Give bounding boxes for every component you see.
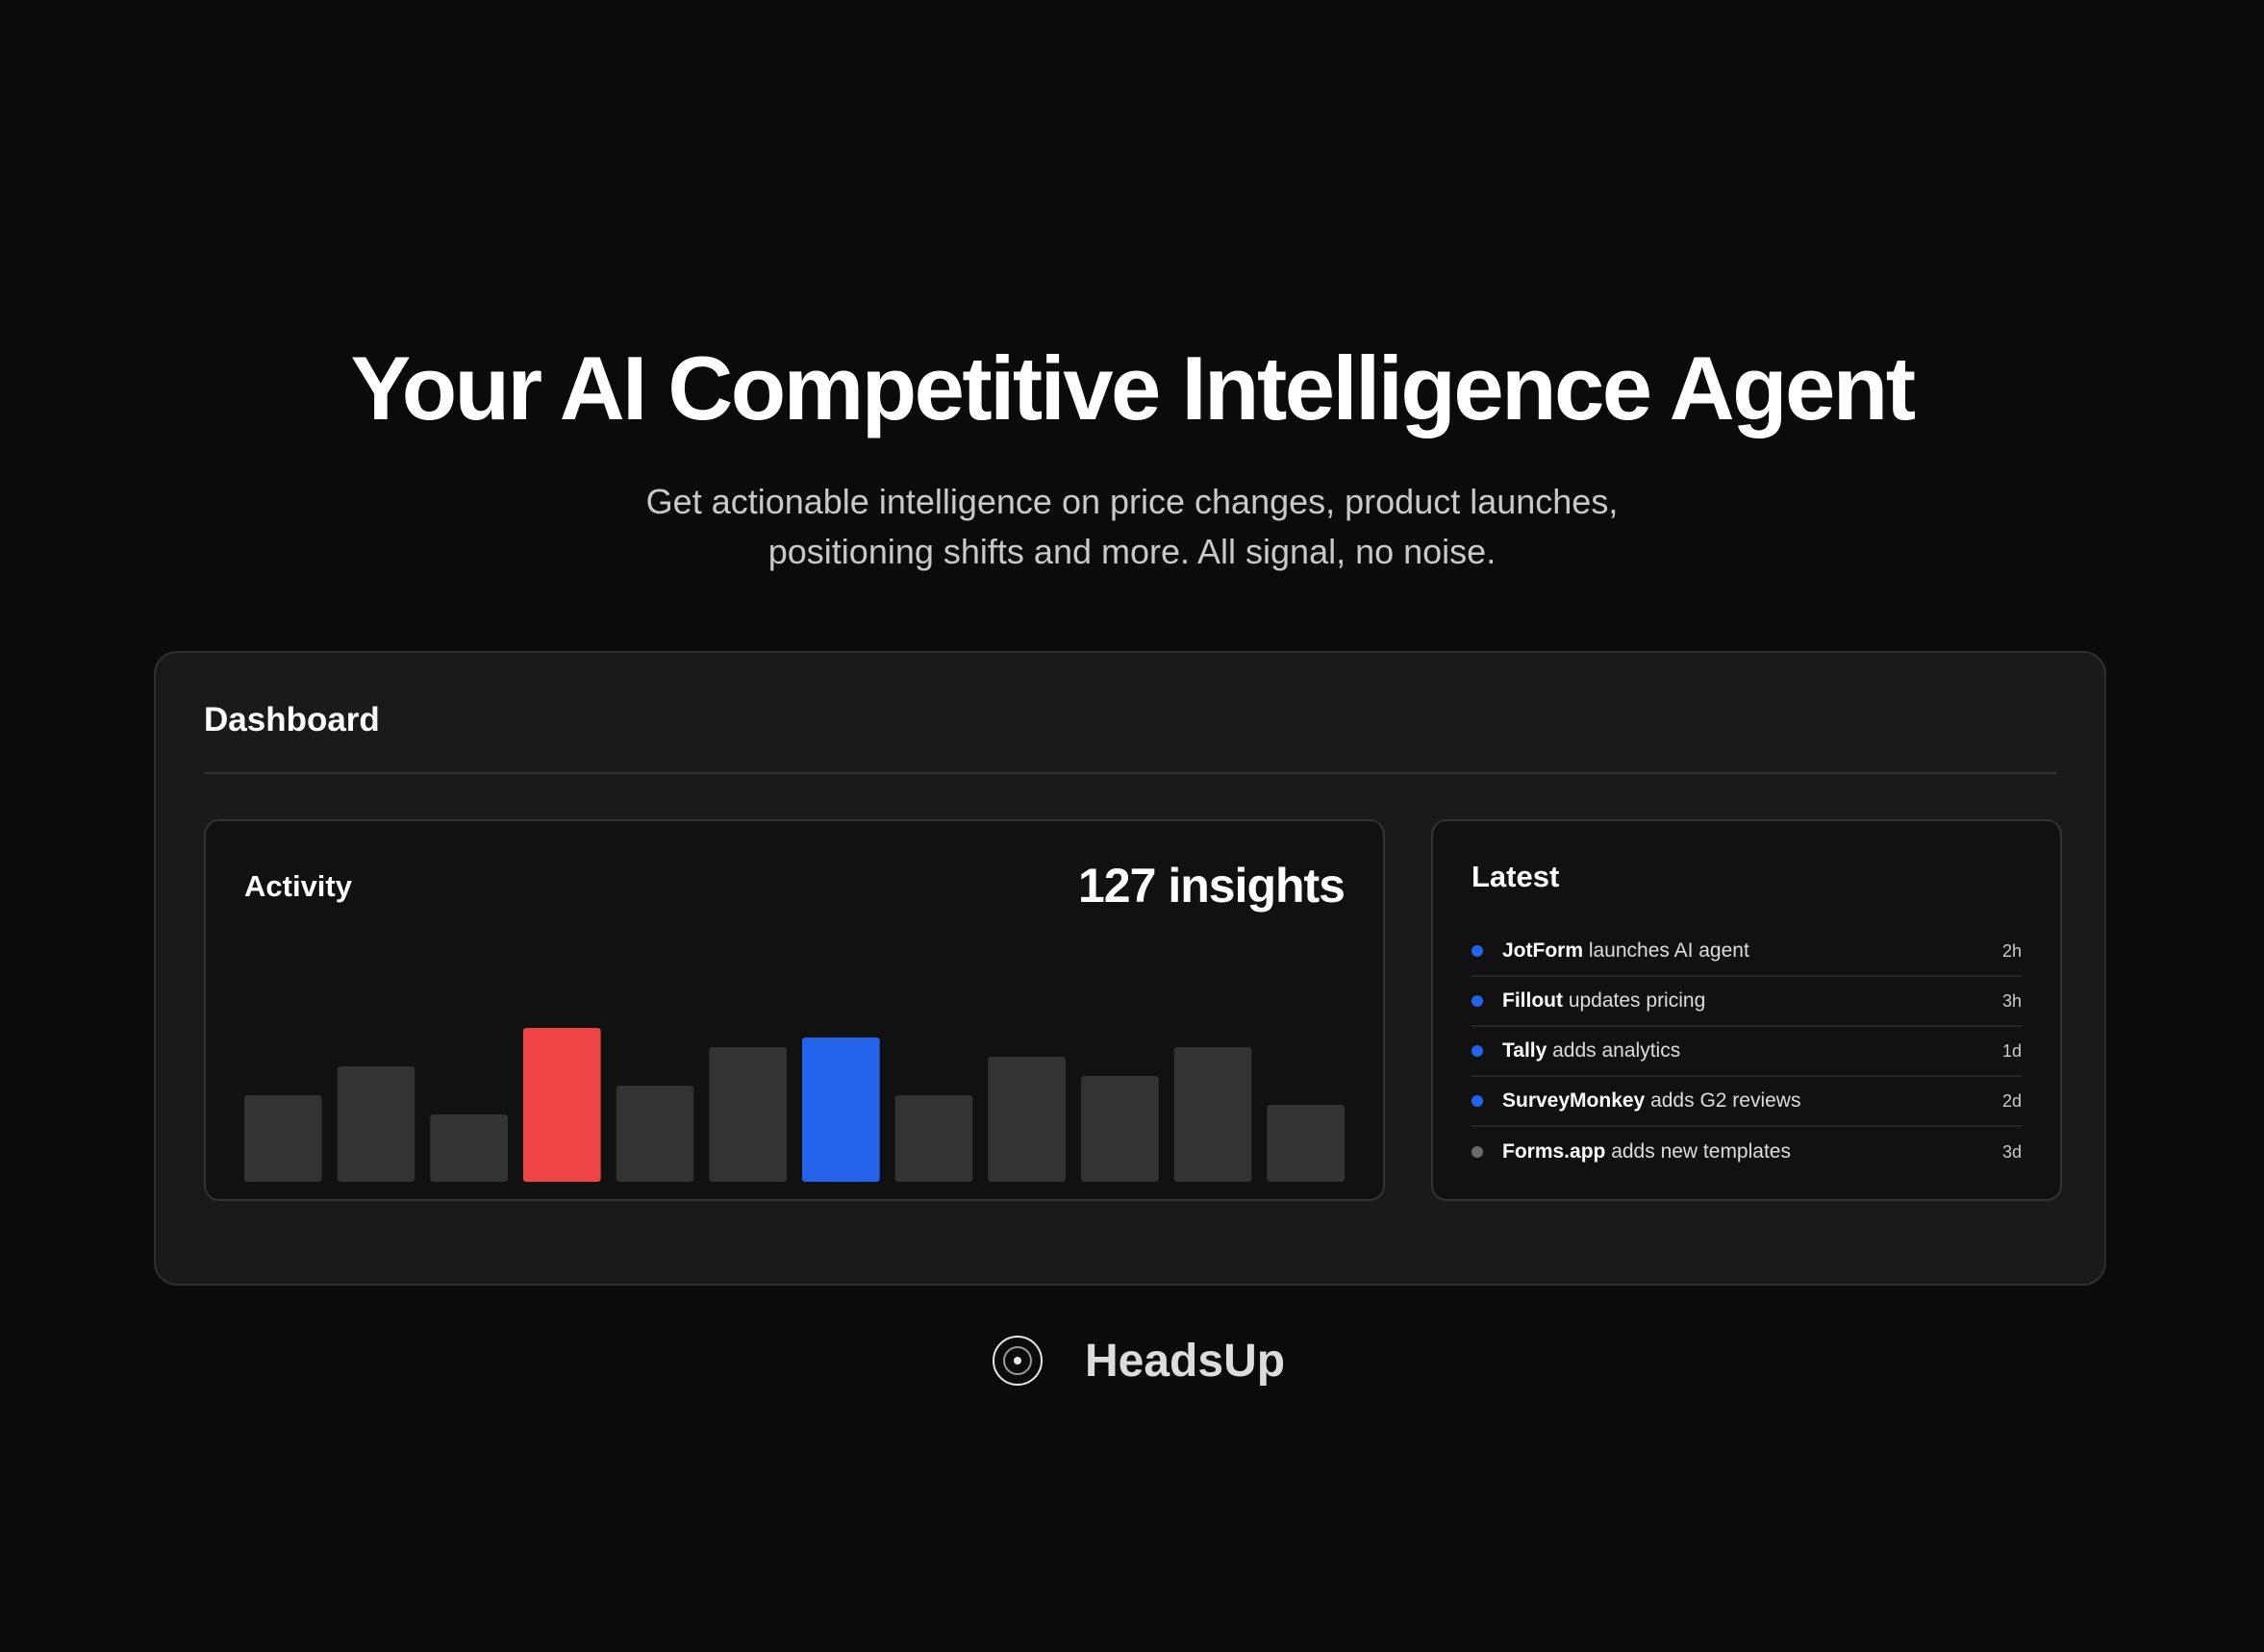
activity-bar-chart [244,1028,1345,1182]
item-text: SurveyMonkey adds G2 reviews [1502,1089,2002,1113]
status-dot-icon [1472,1045,1483,1057]
item-description: updates pricing [1562,989,1706,1012]
item-time: 3h [2001,990,2022,1011]
company-name: Tally [1502,1039,1547,1062]
chart-bar [430,1114,508,1182]
list-item[interactable]: JotForm launches AI agent 2h [1472,927,2022,977]
chart-bar [523,1028,601,1182]
latest-title: Latest [1472,860,1560,893]
item-text: Tally adds analytics [1502,1039,2002,1063]
company-name: Forms.app [1502,1140,1606,1163]
company-name: SurveyMonkey [1502,1089,1646,1112]
latest-list: JotForm launches AI agent 2h Fillout updat… [1472,927,2022,1177]
brand-logo: HeadsUp [991,1332,1285,1389]
status-dot-icon [1472,945,1483,957]
activity-card: Activity 127 insights [204,819,1385,1201]
chart-bar [244,1095,322,1182]
chart-bar [1081,1076,1159,1182]
chart-bar [988,1057,1066,1182]
list-item[interactable]: SurveyMonkey adds G2 reviews 2d [1472,1077,2022,1127]
chart-bar [1173,1047,1252,1182]
item-description: adds new templates [1605,1140,1791,1163]
divider [204,772,2056,774]
status-dot-icon [1472,995,1483,1007]
brand-name: HeadsUp [1085,1335,1286,1387]
chart-bar [709,1047,787,1182]
list-item[interactable]: Fillout updates pricing 3h [1472,977,2022,1027]
item-text: Fillout updates pricing [1502,989,2002,1013]
company-name: Fillout [1502,989,1563,1012]
list-item[interactable]: Forms.app adds new templates 3d [1472,1127,2022,1177]
hero-subtitle-line: positioning shifts and more. All signal,… [767,532,1497,571]
item-text: Forms.app adds new templates [1502,1140,2002,1164]
chart-bar [1267,1105,1345,1182]
chart-bar [337,1066,415,1182]
list-item[interactable]: Tally adds analytics 1d [1472,1027,2022,1077]
company-name: JotForm [1502,939,1583,962]
latest-card: Latest JotForm launches AI agent 2h Fillou… [1431,819,2062,1201]
insights-count: 127 insights [1078,859,1346,913]
item-description: adds G2 reviews [1645,1089,1801,1112]
item-time: 2d [2001,1090,2022,1111]
target-circle-icon [993,1336,1043,1386]
hero-subtitle-line: Get actionable intelligence on price cha… [645,482,1619,521]
item-text: JotForm launches AI agent [1502,939,2002,963]
chart-bar [802,1038,880,1182]
item-description: adds analytics [1547,1039,1681,1062]
item-description: launches AI agent [1583,939,1749,962]
hero-subtitle: Get actionable intelligence on price cha… [0,477,2264,577]
item-time: 1d [2001,1040,2022,1061]
chart-bar [616,1086,694,1182]
status-dot-icon [1472,1095,1483,1107]
hero-title: Your AI Competitive Intelligence Agent [350,338,1916,438]
dashboard-title: Dashboard [204,701,380,738]
activity-label: Activity [244,869,352,903]
status-dot-icon [1472,1146,1483,1158]
chart-bar [894,1095,973,1182]
item-time: 3d [2001,1141,2022,1162]
dashboard-panel: Dashboard Activity 127 insights Latest J… [154,651,2106,1286]
item-time: 2h [2001,940,2022,961]
